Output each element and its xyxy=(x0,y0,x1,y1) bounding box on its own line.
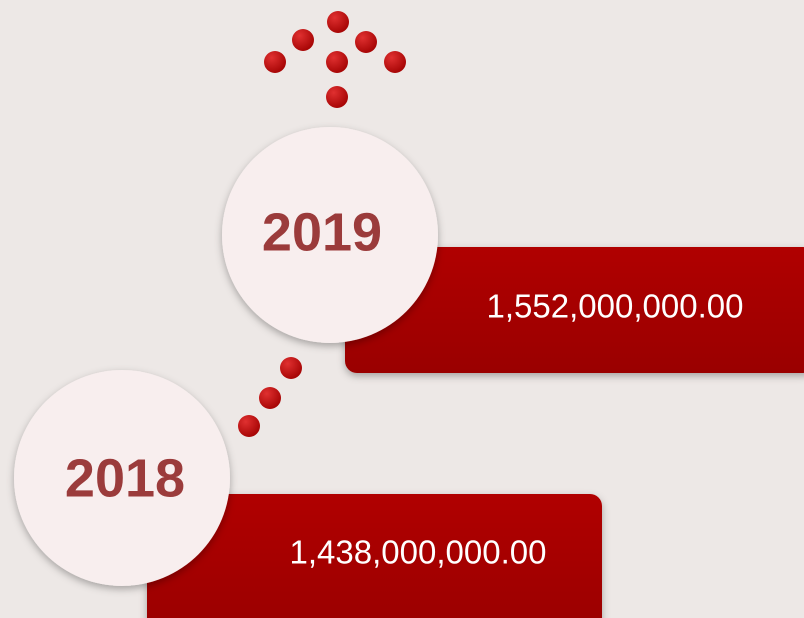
value: 1,438,000,000.00 xyxy=(290,534,547,571)
value: 1,552,000,000.00 xyxy=(487,288,744,325)
timeline-item: 2018 1,438,000,000.00 xyxy=(14,370,602,618)
timeline-item: 2019 1,552,000,000.00 xyxy=(222,127,804,373)
year: 2018 xyxy=(65,448,185,508)
value-box xyxy=(345,247,804,373)
connector-dots xyxy=(238,357,302,437)
year-circle xyxy=(14,370,230,586)
arrow-dots xyxy=(264,11,406,108)
year: 2019 xyxy=(262,202,382,262)
year-circle xyxy=(222,127,438,343)
value-box xyxy=(147,494,602,618)
